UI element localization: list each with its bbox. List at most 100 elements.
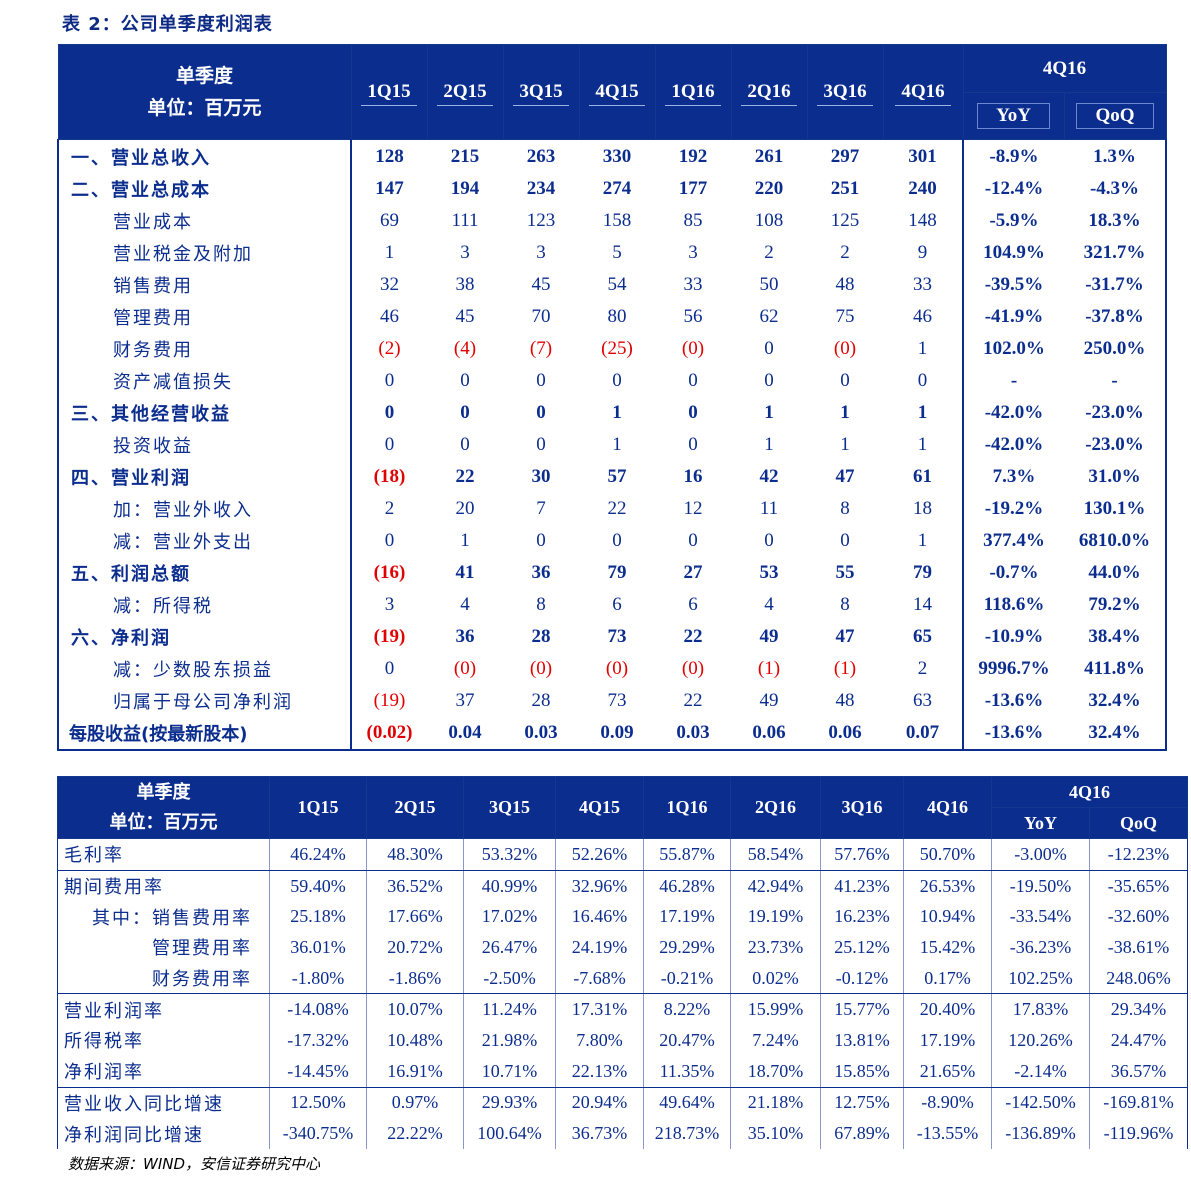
qoq-cell: - xyxy=(1064,365,1167,397)
value-cell: 42 xyxy=(759,466,779,487)
value-cell: 0 xyxy=(536,402,546,423)
value-cell: 2 xyxy=(350,493,427,525)
value-cell: 3 xyxy=(460,242,470,263)
yoy-cell: -0.7% xyxy=(962,557,1064,589)
quarter-header: 1Q16 xyxy=(643,776,731,839)
value-cell: 3 xyxy=(688,242,698,263)
value-cell: 62 xyxy=(759,306,779,327)
value-cell: 25.12% xyxy=(820,932,904,963)
value-cell: 123 xyxy=(526,210,556,231)
value-cell: (16) xyxy=(350,557,427,589)
yoy-header: YoY xyxy=(962,92,1065,140)
value-cell: 0 xyxy=(350,653,427,685)
value-cell: 22 xyxy=(683,626,703,647)
quarter-header: 4Q15 xyxy=(578,44,656,140)
value-cell: -14.08% xyxy=(269,993,367,1026)
value-cell: 0 xyxy=(350,397,427,429)
value-cell: 50.70% xyxy=(903,838,992,871)
source-note: 数据来源：WIND，安信证券研究中心 xyxy=(68,1155,321,1173)
row-label: 每股收益(按最新股本) xyxy=(57,717,351,751)
value-cell: 32.96% xyxy=(555,870,644,902)
value-cell: 0 xyxy=(612,530,622,551)
value-cell: 21.65% xyxy=(903,1055,992,1088)
qoq-cell: -23.0% xyxy=(1064,429,1167,461)
corner-unit: 单位：百万元 xyxy=(147,97,262,119)
value-cell: -14.45% xyxy=(269,1055,367,1088)
value-cell: 16.23% xyxy=(820,901,904,933)
value-cell: (19) xyxy=(350,685,427,717)
value-cell: 73 xyxy=(607,626,627,647)
corner-title: 单季度 xyxy=(175,65,233,87)
value-cell: 17.66% xyxy=(366,901,464,933)
table-row: 每股收益(按最新股本) (0.02) 0.04 0.03 0.09 0.03 0.06 0.0… xyxy=(57,717,1167,751)
table-row: 营业成本 69 111 123 158 85 108 125 148 -5.9% 18.3% xyxy=(57,205,1167,237)
value-cell: 13.81% xyxy=(820,1025,904,1056)
value-cell: 1 xyxy=(840,402,850,423)
yoy-cell: -13.6% xyxy=(962,685,1064,717)
table-corner-header: 单季度 单位：百万元 xyxy=(57,776,270,839)
yoy-cell: 120.26% xyxy=(991,1025,1090,1056)
yoy-cell: -19.2% xyxy=(962,493,1064,525)
value-cell: 2 xyxy=(917,658,928,679)
qoq-cell: 38.4% xyxy=(1064,621,1167,653)
value-cell: 11.35% xyxy=(643,1055,731,1088)
row-label: 其中：销售费用率 xyxy=(57,901,270,933)
yoy-cell: -41.9% xyxy=(962,301,1064,333)
value-cell: 18.70% xyxy=(730,1055,821,1088)
value-cell: 24.19% xyxy=(555,932,644,963)
value-cell: 177 xyxy=(678,178,708,199)
value-cell: 2 xyxy=(764,242,774,263)
value-cell: 3 xyxy=(350,589,427,621)
yoy-cell: -136.89% xyxy=(991,1118,1090,1149)
value-cell: (1) xyxy=(833,658,857,679)
value-cell: 148 xyxy=(908,210,937,231)
value-cell: (0.02) xyxy=(350,717,427,751)
value-cell: -1.86% xyxy=(366,962,464,995)
row-label: 管理费用 xyxy=(57,301,351,333)
row-label: 财务费用率 xyxy=(57,962,270,995)
value-cell: 240 xyxy=(908,178,937,199)
row-label: 一、营业总收入 xyxy=(57,139,351,173)
value-cell: 1 xyxy=(460,530,470,551)
value-cell: 8 xyxy=(536,594,546,615)
qoq-cell: -38.61% xyxy=(1088,932,1189,963)
row-label: 净利润率 xyxy=(57,1055,270,1088)
table-row: 财务费用 (2) (4) (7) (25) (0) 0 (0) 1 102.0% 250.0% xyxy=(57,333,1167,365)
value-cell: 61 xyxy=(913,466,932,487)
value-cell: 57.76% xyxy=(820,838,904,871)
yoy-cell: 7.3% xyxy=(962,461,1064,493)
quarter-header: 2Q16 xyxy=(730,44,808,140)
value-cell: 215 xyxy=(450,145,480,167)
yoy-cell: 102.25% xyxy=(991,962,1090,995)
value-cell: 26.53% xyxy=(903,870,992,902)
row-label: 财务费用 xyxy=(57,333,351,365)
value-cell: 1 xyxy=(917,338,928,359)
value-cell: 11 xyxy=(759,498,779,519)
quarter-header: 1Q16 xyxy=(654,44,732,140)
value-cell: 0.09 xyxy=(579,717,655,751)
value-cell: 0.03 xyxy=(503,717,579,751)
yoy-cell: -42.0% xyxy=(962,429,1064,461)
quarter-header: 2Q15 xyxy=(366,776,464,839)
value-cell: 35.10% xyxy=(730,1118,821,1149)
table-row: 减：所得税 3 4 8 6 6 4 8 14 118.6% 79.2% xyxy=(57,589,1167,621)
value-cell: 18 xyxy=(913,498,932,519)
value-cell: (18) xyxy=(350,461,427,493)
table-row: 其中：销售费用率 25.18% 17.66% 17.02% 16.46% 17.19% 19… xyxy=(57,901,1189,933)
value-cell: 10.48% xyxy=(366,1025,464,1056)
value-cell: 12.75% xyxy=(820,1087,904,1119)
qoq-cell: 321.7% xyxy=(1064,237,1167,269)
value-cell: -17.32% xyxy=(269,1025,367,1056)
value-cell: 15.42% xyxy=(903,932,992,963)
yoy-cell: -42.0% xyxy=(962,397,1064,429)
value-cell: 17.31% xyxy=(555,993,644,1026)
qoq-cell: 248.06% xyxy=(1088,962,1189,995)
qoq-cell: 31.0% xyxy=(1064,461,1167,493)
value-cell: 20.47% xyxy=(643,1025,731,1056)
value-cell: 10.71% xyxy=(463,1055,556,1088)
row-label: 五、利润总额 xyxy=(57,557,351,589)
income-statement-table: 单季度 单位：百万元 1Q15 2Q15 3Q15 4Q15 1Q16 2Q16… xyxy=(57,44,1167,751)
value-cell: 0.06 xyxy=(807,717,883,751)
value-cell: 33 xyxy=(683,274,703,295)
yoy-cell: 102.0% xyxy=(962,333,1064,365)
